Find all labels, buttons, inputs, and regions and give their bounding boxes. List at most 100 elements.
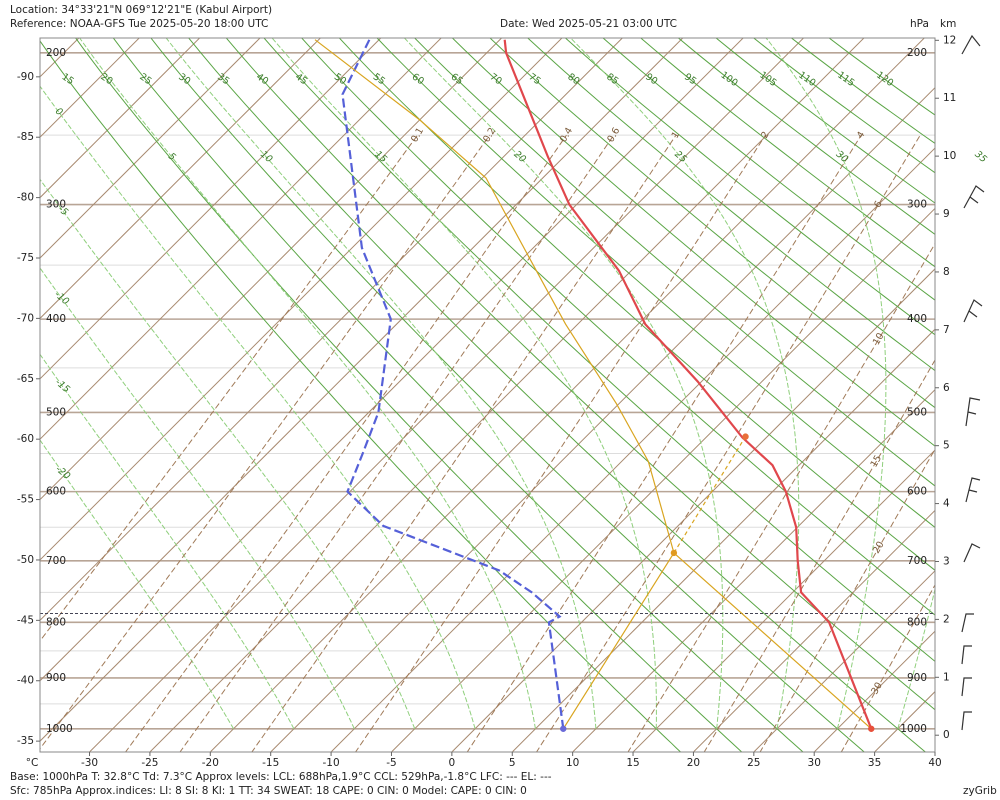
x-tick-label: 20	[687, 757, 700, 769]
mixing-ratio-label: 1	[670, 130, 683, 141]
moist-adiabat	[569, 38, 800, 729]
km-tick-label: 5	[943, 440, 950, 452]
dry-adiabat	[112, 38, 804, 752]
x-tick-label: -10	[323, 757, 340, 769]
x-tick-label: 10	[566, 757, 579, 769]
x-tick-label: -30	[81, 757, 98, 769]
isotherm	[753, 570, 935, 752]
pressure-label: 400	[46, 313, 66, 325]
plot-frame	[39, 37, 936, 753]
moist-adiabat	[40, 85, 476, 729]
isotherm	[693, 509, 935, 752]
mixing-ratio-line	[840, 583, 935, 752]
dry-adiabat	[602, 38, 935, 301]
km-tick-label: 3	[943, 555, 950, 567]
wind-barb	[961, 677, 972, 697]
pressure-label: 900	[907, 672, 927, 684]
pressure-label: 1000	[900, 723, 927, 735]
left-tick-label: -50	[17, 554, 34, 566]
dry-adiabat	[338, 38, 935, 571]
mixing-ratio-line	[354, 134, 766, 752]
left-tick-label: -55	[17, 494, 34, 506]
dry-adiabat	[301, 38, 935, 616]
wind-barbs	[961, 34, 985, 731]
dry-adiabat	[413, 38, 935, 487]
km-tick-label: 1	[943, 671, 950, 683]
isotherm	[632, 449, 935, 752]
dry-adiabat	[489, 38, 935, 409]
x-tick-label: 40	[928, 757, 941, 769]
x-tick-label: 25	[747, 757, 760, 769]
footer-line: Sfc: 785hPa Approx.indices: LI: 8 SI: 8 …	[10, 785, 527, 797]
isotherm	[40, 38, 744, 742]
moist-adiabat	[40, 353, 295, 730]
reference: Reference: NOAA-GFS Tue 2025-05-20 18:00…	[10, 18, 268, 30]
pressure-label: 500	[907, 406, 927, 418]
km-tick-label: 11	[943, 92, 956, 104]
isotherm	[572, 388, 935, 752]
pressure-label: 700	[907, 555, 927, 567]
isotherm	[40, 38, 382, 380]
mixing-ratio-line	[40, 134, 419, 642]
isotherm	[330, 147, 935, 752]
pressure-label: 300	[907, 199, 927, 211]
mixing-ratio-line	[759, 448, 935, 752]
moist-adiabat	[40, 267, 355, 730]
km-tick-label: 12	[943, 34, 956, 46]
left-tick-label: -85	[17, 131, 34, 143]
isotherm	[40, 38, 322, 320]
isotherm	[40, 38, 261, 259]
profile-line	[503, 39, 873, 730]
km-tick-label: 8	[943, 266, 950, 278]
isotherm	[209, 38, 926, 752]
credit: zyGrib	[963, 785, 997, 797]
x-tick-label: 0	[449, 757, 456, 769]
date: Date: Wed 2025-05-21 03:00 UTC	[500, 18, 677, 30]
wind-barb	[961, 711, 972, 731]
moist-adiabat-label: 0	[53, 106, 65, 118]
dry-adiabat	[263, 38, 935, 663]
x-tick-label: 35	[868, 757, 881, 769]
profile-line	[341, 39, 565, 729]
pressure-label: 400	[907, 313, 927, 325]
moist-adiabat-label: 5	[166, 151, 178, 163]
pressure-label: 300	[46, 199, 66, 211]
level-marker	[742, 433, 749, 440]
left-tick-label: -40	[17, 675, 34, 687]
isotherm	[40, 38, 503, 501]
dry-adiabat	[640, 38, 935, 268]
left-tick-label: -45	[17, 614, 34, 626]
dry-adiabat	[527, 38, 935, 372]
x-tick-label: 15	[626, 757, 639, 769]
mixing-ratio-label: 15	[869, 453, 885, 469]
profiles	[40, 39, 935, 732]
mixing-ratio-line	[251, 134, 677, 752]
km-tick-label: 2	[943, 613, 950, 625]
pressure-label: 1000	[46, 723, 73, 735]
pressure-label: 600	[46, 486, 66, 498]
moist-adiabat	[271, 38, 657, 729]
mixing-ratio-line	[627, 242, 935, 752]
left-tick-label: -90	[17, 71, 34, 83]
isotherm	[40, 38, 563, 561]
dry-adiabat	[188, 38, 927, 752]
wind-barb	[963, 299, 983, 323]
moist-adiabat	[897, 587, 935, 729]
moist-adiabat	[765, 38, 887, 729]
wind-barb	[961, 645, 972, 665]
isotherm	[40, 38, 624, 622]
wind-barb	[961, 613, 974, 633]
footer-line: Base: 1000hPa T: 32.8°C Td: 7.3°C Approx…	[10, 771, 552, 783]
level-marker	[670, 549, 678, 557]
left-tick-label: -35	[17, 735, 34, 747]
profile-line	[314, 39, 675, 730]
mixing-ratio-label: 2	[759, 130, 772, 141]
dry-adiabat	[451, 38, 935, 447]
left-tick-label: -60	[17, 433, 34, 445]
pressure-unit: hPa	[910, 18, 929, 30]
wind-barb	[965, 397, 981, 427]
moist-adiabat	[79, 38, 536, 729]
wind-barb	[963, 185, 985, 209]
height-unit: km	[940, 18, 956, 30]
